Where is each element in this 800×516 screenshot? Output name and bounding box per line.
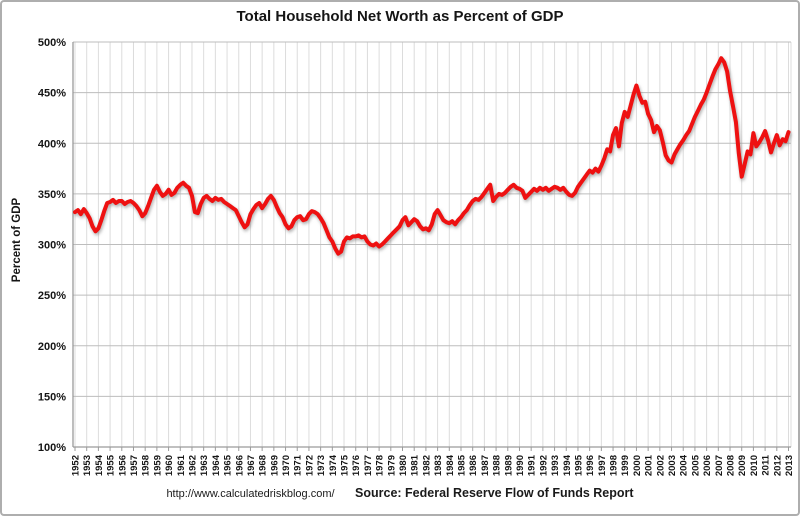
svg-text:1964: 1964 (211, 454, 222, 476)
svg-text:1955: 1955 (106, 454, 117, 476)
svg-text:1982: 1982 (421, 455, 432, 476)
axis-lines (72, 42, 791, 451)
svg-text:350%: 350% (38, 189, 66, 201)
svg-text:2005: 2005 (690, 454, 701, 476)
svg-text:1968: 1968 (258, 455, 269, 476)
svg-text:2010: 2010 (749, 455, 760, 476)
source-url: http://www.calculatedriskblog.com/ (166, 488, 335, 500)
svg-text:1990: 1990 (515, 455, 526, 476)
svg-text:2012: 2012 (772, 455, 783, 476)
svg-text:2013: 2013 (784, 455, 795, 476)
svg-text:1954: 1954 (94, 454, 105, 476)
svg-text:500%: 500% (38, 37, 66, 49)
svg-text:1967: 1967 (246, 455, 257, 476)
svg-text:1984: 1984 (445, 454, 456, 476)
svg-text:1974: 1974 (328, 454, 339, 476)
svg-text:450%: 450% (38, 88, 66, 100)
svg-text:2007: 2007 (714, 455, 725, 476)
svg-text:1963: 1963 (199, 455, 210, 476)
svg-text:1991: 1991 (527, 454, 538, 476)
svg-text:300%: 300% (38, 240, 66, 252)
svg-text:2006: 2006 (702, 455, 713, 476)
svg-text:1992: 1992 (538, 455, 549, 476)
svg-text:1987: 1987 (480, 455, 491, 476)
source-attribution: Source: Federal Reserve Flow of Funds Re… (355, 486, 634, 500)
svg-text:1979: 1979 (386, 455, 397, 476)
svg-text:1962: 1962 (187, 455, 198, 476)
svg-text:200%: 200% (38, 341, 66, 353)
svg-text:1975: 1975 (340, 454, 351, 476)
svg-text:1970: 1970 (281, 455, 292, 476)
svg-text:1978: 1978 (375, 455, 386, 476)
svg-text:2000: 2000 (632, 455, 643, 476)
svg-text:1972: 1972 (304, 455, 315, 476)
svg-text:1989: 1989 (503, 455, 514, 476)
svg-text:1969: 1969 (269, 455, 280, 476)
svg-text:1971: 1971 (293, 454, 304, 476)
net-worth-line (73, 56, 791, 256)
svg-text:250%: 250% (38, 290, 66, 302)
svg-text:1985: 1985 (456, 454, 467, 476)
svg-text:1994: 1994 (562, 454, 573, 476)
svg-text:1993: 1993 (550, 455, 561, 476)
svg-text:1977: 1977 (363, 455, 374, 476)
svg-text:2009: 2009 (737, 455, 748, 476)
svg-text:1956: 1956 (117, 455, 128, 476)
x-axis-year-labels: 1952 1953 1954 1955 1956 1957 1958 1959 1960 1961… (71, 454, 796, 476)
svg-text:2008: 2008 (726, 455, 737, 476)
y-axis-percent-labels: 100% 150% 200% 250% 300% 350% 400% 450% 500% (38, 37, 66, 454)
svg-text:400%: 400% (38, 138, 66, 150)
svg-text:1983: 1983 (433, 455, 444, 476)
svg-text:2003: 2003 (667, 455, 678, 476)
svg-text:100%: 100% (38, 442, 66, 454)
svg-text:1976: 1976 (351, 455, 362, 476)
svg-text:1980: 1980 (398, 455, 409, 476)
svg-text:1953: 1953 (82, 455, 93, 476)
svg-text:1957: 1957 (129, 455, 140, 476)
svg-text:2001: 2001 (644, 454, 655, 476)
svg-text:1988: 1988 (492, 455, 503, 476)
svg-text:1952: 1952 (71, 455, 82, 476)
svg-text:2002: 2002 (655, 455, 666, 476)
svg-text:1961: 1961 (176, 454, 187, 476)
svg-text:1965: 1965 (223, 454, 234, 476)
svg-text:1996: 1996 (585, 455, 596, 476)
svg-text:1959: 1959 (152, 455, 163, 476)
svg-text:1958: 1958 (141, 455, 152, 476)
svg-text:2004: 2004 (679, 454, 690, 476)
chart-footer: http://www.calculatedriskblog.com/ Sourc… (2, 484, 798, 502)
svg-text:1998: 1998 (609, 455, 620, 476)
svg-text:1995: 1995 (573, 454, 584, 476)
svg-text:1960: 1960 (164, 455, 175, 476)
chart-title: Total Household Net Worth as Percent of … (236, 8, 564, 25)
svg-text:2011: 2011 (761, 454, 772, 475)
svg-text:1986: 1986 (468, 455, 479, 476)
svg-text:1981: 1981 (410, 454, 421, 476)
svg-text:1997: 1997 (597, 455, 608, 476)
svg-text:1973: 1973 (316, 455, 327, 476)
svg-text:150%: 150% (38, 391, 66, 403)
svg-text:1966: 1966 (234, 455, 245, 476)
svg-text:1999: 1999 (620, 455, 631, 476)
